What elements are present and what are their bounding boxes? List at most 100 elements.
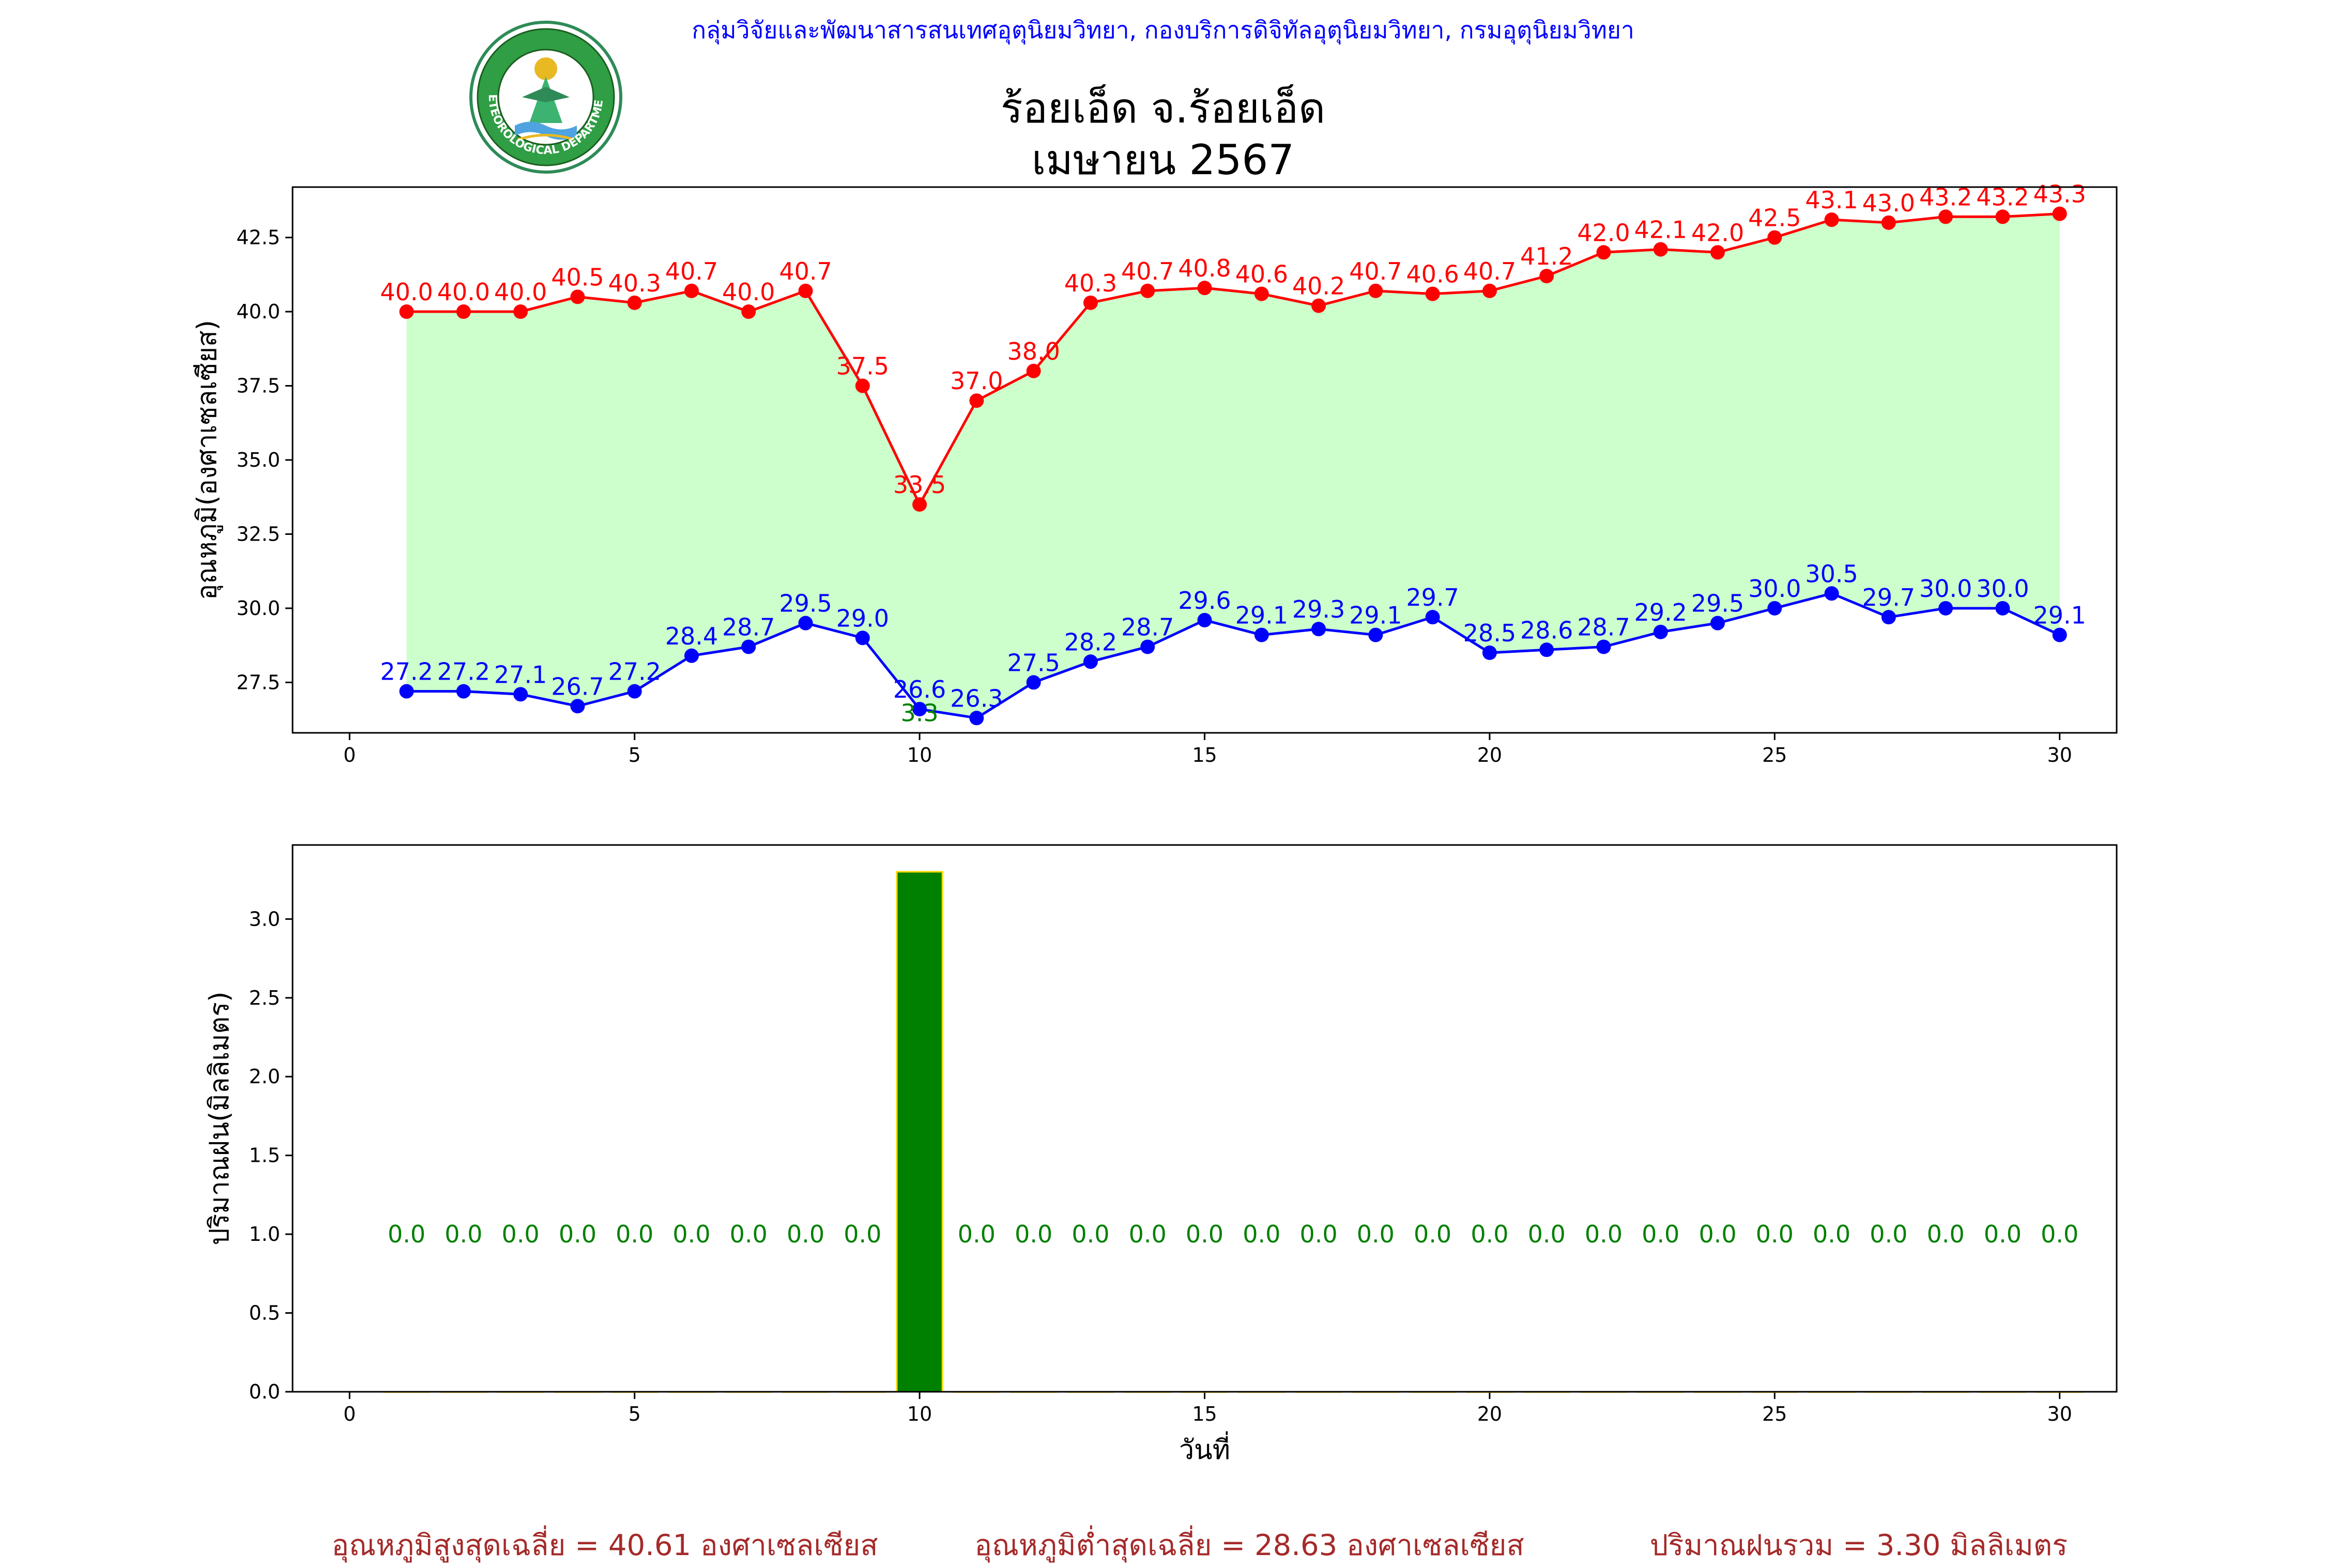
max-temp-point: [1254, 286, 1269, 301]
rain-value-label: 0.0: [1756, 1220, 1794, 1248]
max-temp-label: 40.5: [551, 263, 604, 291]
max-temp-point: [1425, 286, 1440, 301]
min-temp-point: [1995, 601, 2010, 616]
min-temp-label: 29.6: [1178, 587, 1231, 614]
temp-xtick-label: 0: [343, 744, 356, 766]
max-temp-point: [1767, 230, 1782, 245]
min-temp-label: 28.2: [1064, 628, 1117, 656]
min-temp-label: 28.6: [1520, 616, 1573, 644]
min-temp-point: [969, 711, 984, 726]
summary-avg-max: อุณหภูมิสูงสุดเฉลี่ย = 40.61 องศาเซลเซีย…: [331, 1529, 878, 1562]
rain-xtick-label: 10: [907, 1403, 932, 1425]
max-temp-label: 43.3: [2033, 180, 2086, 208]
min-temp-point: [684, 648, 699, 663]
min-temp-label: 29.0: [836, 604, 889, 632]
rain-value-label: 0.0: [730, 1220, 768, 1248]
rain-value-label: 0.0: [1243, 1220, 1280, 1248]
min-temp-label: 30.0: [1976, 575, 2029, 603]
min-temp-point: [1539, 642, 1554, 657]
min-temp-point: [1482, 645, 1497, 660]
rain-value-label: 0.0: [1642, 1220, 1679, 1248]
temperature-y-axis-label: อุณหภูมิ(องศาเซลเซียส): [192, 320, 223, 600]
max-temp-label: 40.7: [665, 257, 718, 285]
rain-value-label: 0.0: [1072, 1220, 1109, 1248]
summary-total-rain: ปริมาณฝนรวม = 3.30 มิลลิเมตร: [1649, 1529, 2068, 1562]
min-temp-label: 26.7: [551, 672, 604, 700]
min-temp-label: 28.7: [1577, 613, 1630, 641]
max-temp-point: [1026, 363, 1041, 378]
rainfall-y-axis-label: ปริมาณฝน(มิลลิเมตร): [204, 991, 235, 1245]
min-temp-label: 28.5: [1463, 619, 1516, 647]
max-temp-label: 40.0: [380, 278, 433, 306]
min-temp-point: [1596, 639, 1611, 654]
min-temp-point: [1881, 610, 1896, 625]
max-temp-point: [912, 497, 927, 512]
max-temp-label: 40.3: [608, 269, 661, 297]
min-temp-label: 28.7: [1121, 613, 1174, 641]
rain-xtick-label: 30: [2047, 1403, 2072, 1425]
max-temp-point: [1482, 283, 1497, 298]
temp-xtick-label: 20: [1477, 744, 1502, 766]
min-temp-point: [855, 631, 870, 645]
min-temp-point: [1425, 610, 1440, 625]
min-temp-label: 29.1: [2033, 602, 2086, 629]
max-temp-point: [627, 295, 642, 310]
min-temp-label: 30.5: [1805, 560, 1858, 588]
max-temp-point: [1938, 209, 1953, 224]
rain-bar: [896, 871, 943, 1393]
rainfall-plot-frame: [292, 844, 2118, 1393]
rain-value-label: 0.0: [1357, 1220, 1395, 1248]
rainfall-chart: 0 5 10 15 20 25 30 0.0 0.5 1.0 1.5 2.0 2.5 3.0 0.0 0.0 0…: [204, 844, 2118, 1466]
temperature-chart: 0 5 10 15 20 25 30 27.5 30.0 32.5 35.0 37.5 40.0 42.5…: [192, 180, 2118, 766]
max-temp-label: 40.7: [1121, 257, 1174, 285]
max-temp-point: [2052, 206, 2067, 221]
rain-ytick-label: 1.5: [249, 1144, 280, 1167]
rain-value-label: 0.0: [388, 1220, 425, 1248]
max-temp-label: 42.0: [1691, 219, 1744, 247]
max-temp-label: 41.2: [1520, 242, 1573, 270]
temp-ytick-label: 40.0: [236, 300, 280, 323]
max-temp-point: [570, 289, 585, 304]
min-temp-label: 27.5: [1007, 649, 1060, 677]
rain-value-label: 0.0: [445, 1220, 482, 1248]
min-temp-label: 29.5: [779, 590, 832, 618]
temp-ytick-label: 37.5: [236, 375, 280, 397]
min-temp-point: [741, 639, 756, 654]
min-temp-label: 28.4: [665, 622, 718, 650]
temp-xtick-label: 30: [2047, 744, 2072, 766]
rain-value-label: 0.0: [1585, 1220, 1623, 1248]
min-temp-label: 27.2: [608, 658, 661, 686]
rain-value-label: 0.0: [1698, 1220, 1736, 1248]
min-temp-point: [798, 616, 813, 631]
rain-value-label: 0.0: [559, 1220, 596, 1248]
temp-xtick-label: 25: [1762, 744, 1787, 766]
max-temp-point: [741, 304, 756, 319]
min-temp-label: 27.2: [380, 658, 433, 686]
max-temp-label: 40.0: [722, 278, 775, 306]
max-temp-label: 40.8: [1178, 254, 1231, 282]
max-temp-point: [1995, 209, 2010, 224]
rain-ytick-label: 3.0: [249, 908, 280, 930]
max-temp-label: 40.2: [1292, 272, 1345, 300]
min-temp-label: 27.2: [437, 658, 490, 686]
temp-ytick-label: 32.5: [236, 522, 280, 545]
min-temp-point: [456, 684, 471, 699]
max-temp-point: [1140, 283, 1155, 298]
max-temp-point: [798, 283, 813, 298]
min-temp-point: [513, 687, 528, 702]
min-temp-point: [570, 699, 585, 714]
max-temp-point: [1710, 245, 1725, 260]
min-temp-point: [1368, 627, 1383, 642]
max-temp-point: [1311, 298, 1326, 313]
min-temp-point: [1824, 586, 1839, 601]
header-agency-text: กลุ่มวิจัยและพัฒนาสารสนเทศอุตุนิยมวิทยา,…: [692, 16, 1634, 44]
temp-xtick-label: 15: [1192, 744, 1217, 766]
min-temp-point: [1083, 654, 1098, 669]
temp-ytick-label: 27.5: [236, 671, 280, 694]
max-temp-label: 40.7: [1349, 257, 1402, 285]
rain-xtick-label: 15: [1192, 1403, 1217, 1425]
max-temp-label: 40.3: [1064, 269, 1117, 297]
rain-xtick-label: 25: [1762, 1403, 1787, 1425]
min-temp-label: 29.7: [1406, 583, 1459, 611]
rain-value-label: 0.0: [2041, 1220, 2078, 1248]
